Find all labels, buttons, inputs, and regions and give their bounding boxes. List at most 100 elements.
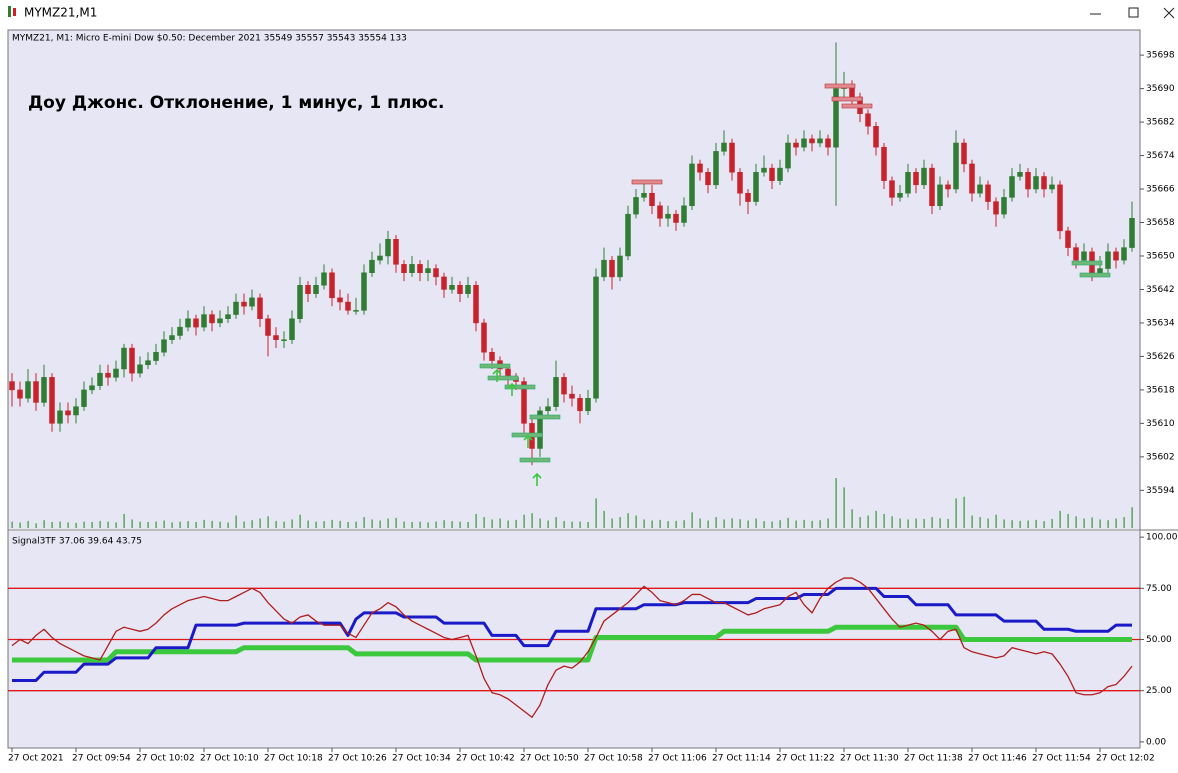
x-tick-label: 27 Oct 2021 bbox=[8, 754, 64, 764]
candle-body bbox=[1129, 218, 1135, 248]
candle-body bbox=[969, 163, 975, 194]
volume-bar bbox=[403, 521, 405, 528]
candle-body bbox=[545, 406, 551, 412]
candle-body bbox=[73, 406, 79, 416]
candle-body bbox=[769, 167, 775, 181]
candle-body bbox=[81, 389, 87, 407]
candle-body bbox=[241, 301, 247, 307]
volume-bar bbox=[259, 518, 261, 528]
volume-bar bbox=[1099, 519, 1101, 528]
candle-body bbox=[393, 238, 399, 265]
x-tick-label: 27 Oct 12:02 bbox=[1096, 754, 1155, 764]
y-tick-label: 50.00 bbox=[1146, 635, 1172, 645]
volume-bar bbox=[603, 510, 605, 528]
volume-bar bbox=[947, 518, 949, 528]
y-tick-label: 35618 bbox=[1146, 385, 1175, 395]
candle-body bbox=[633, 197, 639, 215]
y-tick-label: 0.00 bbox=[1146, 737, 1166, 747]
volume-bar bbox=[347, 522, 349, 528]
volume-bar bbox=[419, 521, 421, 528]
candle-body bbox=[745, 192, 751, 202]
volume-bar bbox=[755, 518, 757, 528]
candle-body bbox=[913, 172, 919, 186]
volume-bar bbox=[51, 522, 53, 528]
candle-body bbox=[289, 318, 295, 340]
x-tick-label: 27 Oct 11:30 bbox=[840, 754, 899, 764]
volume-bar bbox=[155, 521, 157, 528]
volume-bar bbox=[307, 520, 309, 528]
volume-bar bbox=[795, 520, 797, 528]
candle-body bbox=[33, 381, 39, 403]
x-tick-label: 27 Oct 09:54 bbox=[72, 754, 131, 764]
candle-body bbox=[321, 272, 327, 286]
volume-bar bbox=[195, 522, 197, 528]
candle-body bbox=[417, 264, 423, 273]
volume-bar bbox=[427, 522, 429, 528]
volume-bar bbox=[1075, 516, 1077, 528]
volume-bar bbox=[859, 517, 861, 528]
candle-body bbox=[825, 138, 831, 148]
volume-bar bbox=[331, 519, 333, 528]
volume-bar bbox=[659, 519, 661, 528]
volume-bar bbox=[715, 517, 717, 528]
candle-body bbox=[705, 172, 711, 186]
candle-body bbox=[761, 167, 767, 173]
candle-body bbox=[609, 259, 615, 278]
y-tick-label: 35674 bbox=[1146, 151, 1175, 161]
candle-body bbox=[369, 259, 375, 273]
volume-bar bbox=[91, 522, 93, 528]
volume-bar bbox=[987, 518, 989, 528]
candle-body bbox=[953, 142, 959, 190]
volume-bar bbox=[435, 521, 437, 528]
candle-body bbox=[225, 314, 231, 320]
volume-bar bbox=[635, 515, 637, 528]
volume-bar bbox=[1123, 517, 1125, 528]
volume-bar bbox=[963, 496, 965, 528]
volume-bar bbox=[971, 515, 973, 528]
candle-body bbox=[89, 385, 95, 391]
volume-bar bbox=[939, 518, 941, 528]
candle-body bbox=[265, 318, 271, 336]
volume-bar bbox=[251, 520, 253, 528]
x-tick-label: 27 Oct 10:18 bbox=[264, 754, 323, 764]
candle-body bbox=[881, 146, 887, 181]
volume-bar bbox=[1019, 520, 1021, 528]
candle-body bbox=[929, 167, 935, 207]
volume-bar bbox=[827, 518, 829, 528]
title-bar-bg bbox=[0, 0, 1178, 26]
candle-body bbox=[665, 213, 671, 219]
candle-body bbox=[617, 255, 623, 278]
volume-bar bbox=[83, 521, 85, 528]
x-tick-label: 27 Oct 11:06 bbox=[648, 754, 707, 764]
candle-body bbox=[521, 381, 527, 424]
candle-body bbox=[577, 398, 583, 412]
volume-bar bbox=[387, 518, 389, 528]
y-tick-label: 35698 bbox=[1146, 51, 1175, 61]
volume-bar bbox=[507, 520, 509, 528]
volume-bar bbox=[875, 510, 877, 528]
candle-body bbox=[817, 138, 823, 144]
candle-body bbox=[601, 259, 607, 278]
candle-body bbox=[145, 360, 151, 366]
volume-bar bbox=[19, 522, 21, 528]
candle-body bbox=[785, 142, 791, 169]
close-button[interactable] bbox=[1163, 7, 1175, 19]
candle-body bbox=[257, 297, 263, 320]
x-tick-label: 27 Oct 10:02 bbox=[136, 754, 195, 764]
candle-body bbox=[465, 285, 471, 294]
volume-bar bbox=[579, 521, 581, 528]
title-bar: MYMZ21,M1 bbox=[0, 0, 1178, 26]
volume-bar bbox=[99, 520, 101, 528]
annotation: Доу Джонс. Отклонение, 1 минус, 1 плюс. bbox=[28, 93, 444, 113]
candle-body bbox=[921, 167, 927, 186]
y-tick-label: 25.00 bbox=[1146, 686, 1172, 696]
candle-body bbox=[353, 310, 359, 312]
y-tick-label: 35666 bbox=[1146, 185, 1175, 195]
candle-body bbox=[273, 335, 279, 340]
maximize-button[interactable] bbox=[1128, 7, 1139, 18]
volume-bar bbox=[1043, 521, 1045, 528]
volume-bar bbox=[1067, 513, 1069, 528]
candle-body bbox=[329, 272, 335, 299]
volume-bar bbox=[395, 517, 397, 528]
